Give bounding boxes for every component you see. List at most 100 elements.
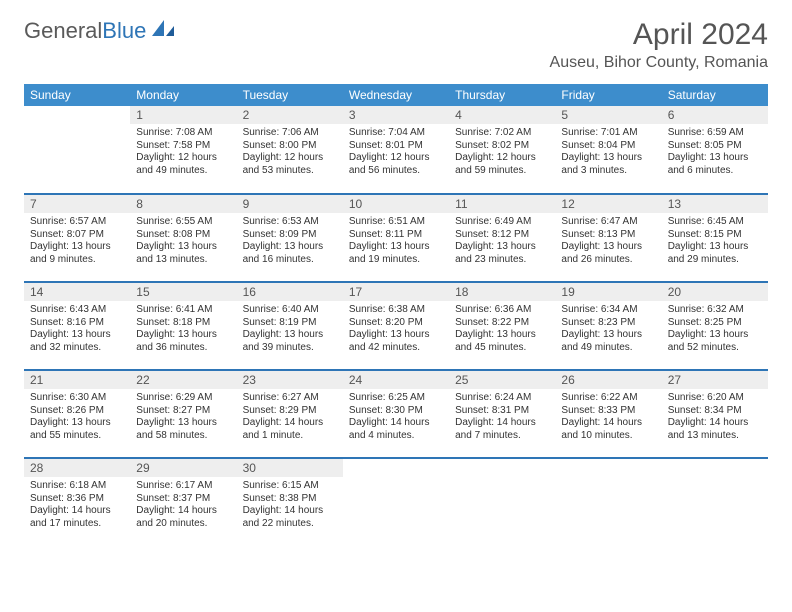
location: Auseu, Bihor County, Romania: [550, 54, 768, 72]
sunrise-text: Sunrise: 6:51 AM: [349, 216, 443, 229]
sunrise-text: Sunrise: 7:02 AM: [455, 127, 549, 140]
day-header: Friday: [555, 84, 661, 106]
day-details: Sunrise: 6:51 AMSunset: 8:11 PMDaylight:…: [343, 213, 449, 270]
day-header: Wednesday: [343, 84, 449, 106]
day-details: Sunrise: 6:47 AMSunset: 8:13 PMDaylight:…: [555, 213, 661, 270]
daylight-text: Daylight: 13 hours and 6 minutes.: [668, 152, 762, 177]
sunset-text: Sunset: 8:01 PM: [349, 140, 443, 153]
daylight-text: Daylight: 13 hours and 26 minutes.: [561, 241, 655, 266]
day-number: 22: [130, 371, 236, 389]
day-number: 17: [343, 283, 449, 301]
day-details: Sunrise: 6:36 AMSunset: 8:22 PMDaylight:…: [449, 301, 555, 358]
sunrise-text: Sunrise: 6:30 AM: [30, 392, 124, 405]
day-number: 14: [24, 283, 130, 301]
day-number: 3: [343, 106, 449, 124]
calendar-cell: 17Sunrise: 6:38 AMSunset: 8:20 PMDayligh…: [343, 282, 449, 370]
logo: GeneralBlue: [24, 18, 176, 44]
sunset-text: Sunset: 8:33 PM: [561, 405, 655, 418]
daylight-text: Daylight: 13 hours and 23 minutes.: [455, 241, 549, 266]
day-details: Sunrise: 7:04 AMSunset: 8:01 PMDaylight:…: [343, 124, 449, 181]
day-number: 24: [343, 371, 449, 389]
calendar-cell: 28Sunrise: 6:18 AMSunset: 8:36 PMDayligh…: [24, 458, 130, 546]
sunrise-text: Sunrise: 6:41 AM: [136, 304, 230, 317]
daylight-text: Daylight: 13 hours and 19 minutes.: [349, 241, 443, 266]
calendar-cell: 19Sunrise: 6:34 AMSunset: 8:23 PMDayligh…: [555, 282, 661, 370]
sunrise-text: Sunrise: 6:45 AM: [668, 216, 762, 229]
daylight-text: Daylight: 12 hours and 56 minutes.: [349, 152, 443, 177]
day-details: Sunrise: 6:55 AMSunset: 8:08 PMDaylight:…: [130, 213, 236, 270]
sunrise-text: Sunrise: 6:25 AM: [349, 392, 443, 405]
sunrise-text: Sunrise: 6:43 AM: [30, 304, 124, 317]
month-title: April 2024: [550, 18, 768, 52]
daylight-text: Daylight: 13 hours and 42 minutes.: [349, 329, 443, 354]
daylight-text: Daylight: 13 hours and 36 minutes.: [136, 329, 230, 354]
calendar-cell: 13Sunrise: 6:45 AMSunset: 8:15 PMDayligh…: [662, 194, 768, 282]
sunset-text: Sunset: 8:22 PM: [455, 317, 549, 330]
calendar-cell: 12Sunrise: 6:47 AMSunset: 8:13 PMDayligh…: [555, 194, 661, 282]
calendar-cell: 30Sunrise: 6:15 AMSunset: 8:38 PMDayligh…: [237, 458, 343, 546]
day-number: 26: [555, 371, 661, 389]
daylight-text: Daylight: 13 hours and 9 minutes.: [30, 241, 124, 266]
sunrise-text: Sunrise: 6:20 AM: [668, 392, 762, 405]
day-number: 8: [130, 195, 236, 213]
daylight-text: Daylight: 13 hours and 58 minutes.: [136, 417, 230, 442]
sunset-text: Sunset: 8:07 PM: [30, 229, 124, 242]
day-number: 13: [662, 195, 768, 213]
daylight-text: Daylight: 14 hours and 13 minutes.: [668, 417, 762, 442]
day-details: Sunrise: 7:06 AMSunset: 8:00 PMDaylight:…: [237, 124, 343, 181]
sunset-text: Sunset: 8:05 PM: [668, 140, 762, 153]
day-details: Sunrise: 6:59 AMSunset: 8:05 PMDaylight:…: [662, 124, 768, 181]
calendar-row: 14Sunrise: 6:43 AMSunset: 8:16 PMDayligh…: [24, 282, 768, 370]
calendar-row: 21Sunrise: 6:30 AMSunset: 8:26 PMDayligh…: [24, 370, 768, 458]
sunrise-text: Sunrise: 6:55 AM: [136, 216, 230, 229]
sunrise-text: Sunrise: 6:38 AM: [349, 304, 443, 317]
daylight-text: Daylight: 13 hours and 32 minutes.: [30, 329, 124, 354]
daylight-text: Daylight: 13 hours and 52 minutes.: [668, 329, 762, 354]
day-details: Sunrise: 6:40 AMSunset: 8:19 PMDaylight:…: [237, 301, 343, 358]
daylight-text: Daylight: 13 hours and 45 minutes.: [455, 329, 549, 354]
day-details: Sunrise: 6:38 AMSunset: 8:20 PMDaylight:…: [343, 301, 449, 358]
day-details: Sunrise: 6:45 AMSunset: 8:15 PMDaylight:…: [662, 213, 768, 270]
daylight-text: Daylight: 14 hours and 10 minutes.: [561, 417, 655, 442]
sunset-text: Sunset: 8:15 PM: [668, 229, 762, 242]
daylight-text: Daylight: 14 hours and 22 minutes.: [243, 505, 337, 530]
header: GeneralBlue April 2024 Auseu, Bihor Coun…: [24, 18, 768, 72]
day-details: Sunrise: 7:01 AMSunset: 8:04 PMDaylight:…: [555, 124, 661, 181]
day-details: Sunrise: 6:43 AMSunset: 8:16 PMDaylight:…: [24, 301, 130, 358]
daylight-text: Daylight: 12 hours and 53 minutes.: [243, 152, 337, 177]
calendar-cell: 24Sunrise: 6:25 AMSunset: 8:30 PMDayligh…: [343, 370, 449, 458]
calendar-cell: 8Sunrise: 6:55 AMSunset: 8:08 PMDaylight…: [130, 194, 236, 282]
sunset-text: Sunset: 8:37 PM: [136, 493, 230, 506]
daylight-text: Daylight: 12 hours and 59 minutes.: [455, 152, 549, 177]
day-details: Sunrise: 6:49 AMSunset: 8:12 PMDaylight:…: [449, 213, 555, 270]
day-details: Sunrise: 7:08 AMSunset: 7:58 PMDaylight:…: [130, 124, 236, 181]
sunset-text: Sunset: 8:30 PM: [349, 405, 443, 418]
day-details: Sunrise: 6:22 AMSunset: 8:33 PMDaylight:…: [555, 389, 661, 446]
day-details: Sunrise: 6:18 AMSunset: 8:36 PMDaylight:…: [24, 477, 130, 534]
calendar-cell: 10Sunrise: 6:51 AMSunset: 8:11 PMDayligh…: [343, 194, 449, 282]
day-details: Sunrise: 6:25 AMSunset: 8:30 PMDaylight:…: [343, 389, 449, 446]
logo-text-2: Blue: [102, 18, 146, 44]
sunrise-text: Sunrise: 6:27 AM: [243, 392, 337, 405]
title-block: April 2024 Auseu, Bihor County, Romania: [550, 18, 768, 72]
logo-sail-icon: [150, 18, 176, 44]
day-number: 27: [662, 371, 768, 389]
daylight-text: Daylight: 13 hours and 55 minutes.: [30, 417, 124, 442]
day-number: 1: [130, 106, 236, 124]
day-number: 7: [24, 195, 130, 213]
day-number: 23: [237, 371, 343, 389]
day-details: Sunrise: 6:32 AMSunset: 8:25 PMDaylight:…: [662, 301, 768, 358]
sunrise-text: Sunrise: 6:15 AM: [243, 480, 337, 493]
sunset-text: Sunset: 8:08 PM: [136, 229, 230, 242]
daylight-text: Daylight: 13 hours and 13 minutes.: [136, 241, 230, 266]
day-number: 19: [555, 283, 661, 301]
sunset-text: Sunset: 8:31 PM: [455, 405, 549, 418]
day-number: 5: [555, 106, 661, 124]
calendar-cell: 15Sunrise: 6:41 AMSunset: 8:18 PMDayligh…: [130, 282, 236, 370]
day-details: Sunrise: 6:24 AMSunset: 8:31 PMDaylight:…: [449, 389, 555, 446]
day-details: Sunrise: 6:27 AMSunset: 8:29 PMDaylight:…: [237, 389, 343, 446]
day-header: Sunday: [24, 84, 130, 106]
sunset-text: Sunset: 7:58 PM: [136, 140, 230, 153]
calendar-cell: 29Sunrise: 6:17 AMSunset: 8:37 PMDayligh…: [130, 458, 236, 546]
calendar-row: 1Sunrise: 7:08 AMSunset: 7:58 PMDaylight…: [24, 106, 768, 194]
